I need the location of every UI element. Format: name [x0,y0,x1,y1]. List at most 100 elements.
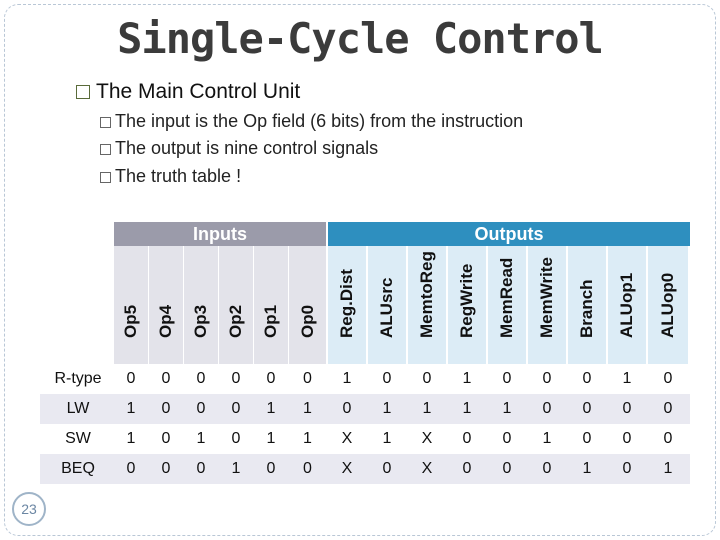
table-cell: 1 [542,430,552,447]
table-cell: 1 [266,430,276,447]
table-cell: 0 [502,460,512,477]
table-row: BEQ 0 0 0 1 0 0 X 0 X 0 0 0 1 0 1 [40,454,690,484]
table-cell: 0 [462,430,472,447]
page-number: 23 [12,492,46,526]
table-cell: 0 [196,400,206,417]
table-cell: X [341,430,353,447]
table-cell: 1 [462,370,472,387]
table-row: LW 1 0 0 0 1 1 0 1 1 1 1 0 0 0 0 [40,394,690,424]
column-header: Op2 [219,246,253,364]
table-cell: 0 [582,370,592,387]
table-cell: 0 [196,460,206,477]
table-cell: 1 [266,400,276,417]
table-cell: 0 [161,400,171,417]
column-header-label: MemRead [497,257,516,338]
column-header: MemRead [488,246,526,364]
square-bullet-icon [100,172,111,183]
table-cell: 1 [382,400,392,417]
table-cell: X [341,460,353,477]
table-cell: 0 [231,400,241,417]
sub-bullet: The output is nine control signals [100,138,378,159]
table-cell: 0 [502,370,512,387]
column-header: Reg.Dist [328,246,366,364]
outputs-group-header: Outputs [328,222,690,246]
sub-bullet-text: The input is the Op field (6 bits) from … [115,111,524,131]
slide-frame [4,4,716,536]
square-bullet-icon [100,144,111,155]
square-bullet-icon [76,85,90,99]
column-header-label: ALUop1 [617,272,636,338]
table-cell: 0 [622,400,632,417]
table-cell: 1 [582,460,592,477]
column-header: Op5 [114,246,148,364]
sub-bullet: The truth table ! [100,166,241,187]
sub-bullet-text: The truth table ! [115,166,242,186]
column-header-label: Op2 [226,304,245,338]
column-header-label: Op4 [156,304,175,338]
column-header: RegWrite [448,246,486,364]
table-cell: 1 [462,400,472,417]
table-cell: 0 [382,460,392,477]
column-header-label: ALUsrc [377,277,396,338]
table-row: R-type 0 0 0 0 0 0 1 0 0 1 0 0 0 1 0 [40,364,690,394]
slide-title: Single-Cycle Control [117,14,604,63]
main-bullet: The Main Control Unit [76,80,300,104]
table-cell: 0 [126,460,136,477]
table-cell: 0 [342,400,352,417]
table-cell: 0 [231,370,241,387]
row-label: R-type [54,370,102,387]
column-header: MemtoReg [408,246,446,364]
table-cell: 0 [303,370,312,387]
table-cell: 1 [303,430,312,447]
column-header: MemWrite [528,246,566,364]
row-label: SW [65,430,91,447]
table-cell: 0 [622,430,632,447]
table-cell: 0 [462,460,472,477]
table-cell: 0 [622,460,632,477]
column-header: Op0 [289,246,326,364]
row-label: BEQ [61,460,95,477]
row-label: LW [66,400,90,417]
column-header-label: MemtoReg [417,251,436,338]
table-cell: 1 [422,400,432,417]
column-header: Op4 [149,246,183,364]
column-header-label: RegWrite [457,263,476,338]
inputs-group-header: Inputs [114,222,326,246]
column-header-label: Op3 [191,304,210,338]
sub-bullet-text: The output is nine control signals [115,138,379,158]
main-bullet-text: The Main Control Unit [96,80,301,103]
table-cell: 0 [542,370,552,387]
table-cell: 1 [126,430,136,447]
column-header-label: Branch [577,279,596,338]
table-cell: 0 [663,400,673,417]
table-row: SW 1 0 1 0 1 1 X 1 X 0 0 1 0 0 0 [40,424,690,454]
column-header-label: Op1 [261,304,280,338]
column-header-label: MemWrite [537,257,556,338]
column-header: ALUop0 [648,246,688,364]
table-cell: X [421,430,433,447]
table-cell: 1 [303,400,312,417]
table-cell: 0 [582,400,592,417]
table-cell: 0 [382,370,392,387]
column-header-label: ALUop0 [658,272,677,338]
column-header: Op3 [184,246,218,364]
table-cell: 0 [422,370,432,387]
table-cell: 0 [502,430,512,447]
table-cell: 1 [382,430,392,447]
table-cell: 1 [342,370,352,387]
table-cell: 0 [663,370,673,387]
column-header: ALUsrc [368,246,406,364]
table-cell: 0 [126,370,136,387]
table-cell: X [421,460,433,477]
table-cell: 0 [231,430,241,447]
table-cell: 1 [196,430,206,447]
table-cell: 0 [196,370,206,387]
column-header: Op1 [254,246,288,364]
table-cell: 1 [622,370,632,387]
table-cell: 0 [582,430,592,447]
table-cell: 0 [663,430,673,447]
table-cell: 1 [502,400,512,417]
column-header: ALUop1 [608,246,646,364]
table-cell: 0 [266,370,276,387]
table-cell: 0 [542,460,552,477]
